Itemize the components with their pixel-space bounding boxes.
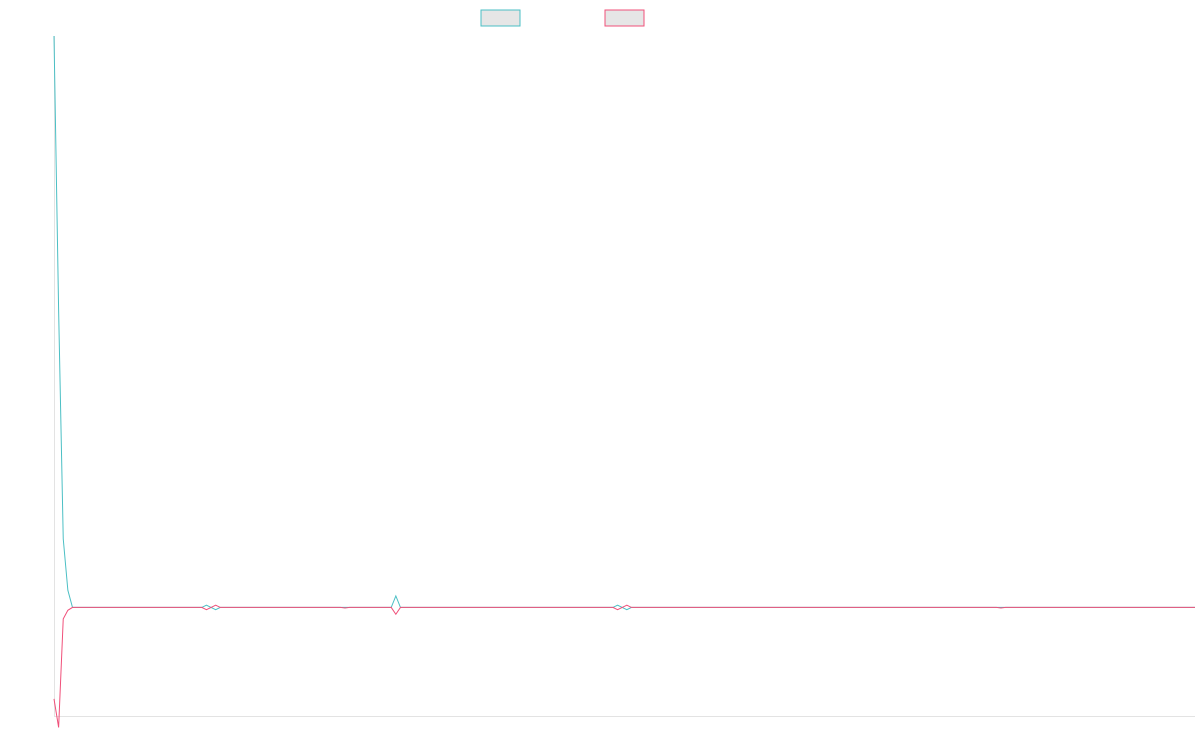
legend-swatch-series-2[interactable]	[604, 9, 645, 27]
legend-swatch-series-1[interactable]	[480, 9, 521, 27]
series-1-line	[53, 35, 1195, 611]
axes	[54, 36, 1195, 717]
series-layer	[53, 35, 1195, 728]
series-2-line	[53, 604, 1195, 728]
legend	[480, 9, 645, 27]
